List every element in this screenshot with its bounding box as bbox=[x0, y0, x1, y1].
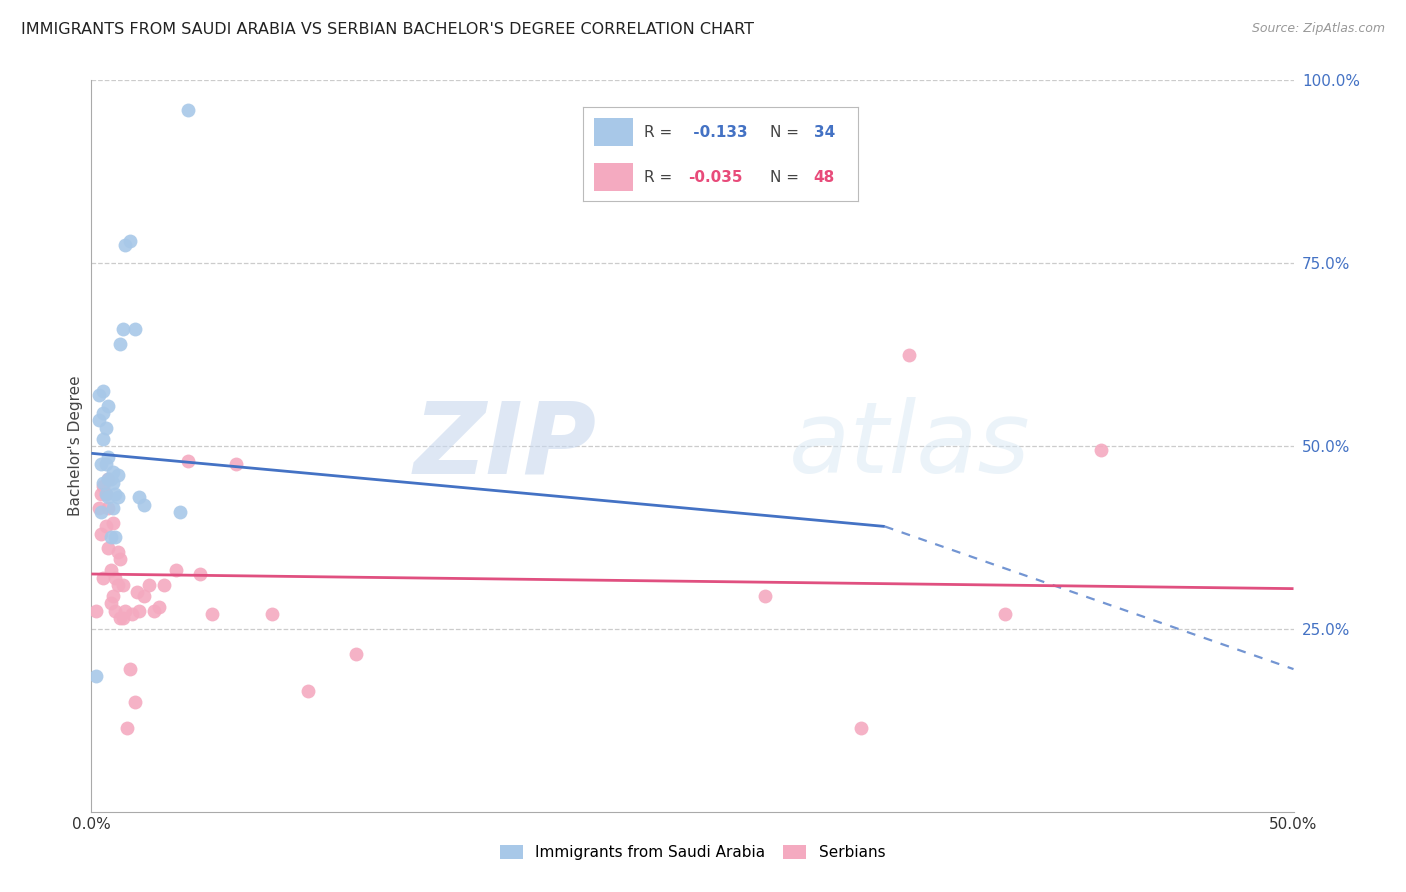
Point bbox=[100, 563, 122, 577]
Text: N =: N = bbox=[770, 169, 804, 185]
Point bbox=[225, 458, 247, 472]
Point bbox=[142, 603, 165, 617]
Point bbox=[100, 530, 122, 544]
Y-axis label: Bachelor's Degree: Bachelor's Degree bbox=[67, 376, 83, 516]
Point bbox=[90, 486, 112, 500]
Point bbox=[84, 669, 107, 683]
Point bbox=[104, 486, 127, 500]
Point bbox=[104, 530, 127, 544]
Point bbox=[87, 501, 110, 516]
Point bbox=[297, 684, 319, 698]
Point bbox=[134, 498, 156, 512]
Point bbox=[107, 545, 129, 559]
Point bbox=[169, 505, 191, 519]
Point bbox=[110, 336, 132, 351]
Point bbox=[93, 571, 115, 585]
Bar bbox=[595, 119, 633, 146]
Point bbox=[111, 578, 134, 592]
Point bbox=[125, 585, 148, 599]
Point bbox=[97, 399, 120, 413]
Text: IMMIGRANTS FROM SAUDI ARABIA VS SERBIAN BACHELOR'S DEGREE CORRELATION CHART: IMMIGRANTS FROM SAUDI ARABIA VS SERBIAN … bbox=[21, 22, 754, 37]
Point bbox=[90, 526, 112, 541]
Point bbox=[94, 421, 117, 435]
Point bbox=[138, 578, 160, 592]
Point bbox=[101, 475, 124, 490]
Point bbox=[93, 475, 115, 490]
Point bbox=[114, 238, 136, 252]
Point bbox=[90, 505, 112, 519]
Point bbox=[754, 589, 776, 603]
Point bbox=[104, 603, 127, 617]
Point bbox=[90, 458, 112, 472]
Point bbox=[260, 607, 283, 622]
Point bbox=[201, 607, 224, 622]
Point bbox=[148, 599, 170, 614]
Point bbox=[121, 607, 143, 622]
Point bbox=[118, 662, 141, 676]
Text: 34: 34 bbox=[814, 125, 835, 140]
Point bbox=[110, 552, 132, 566]
Point bbox=[94, 486, 117, 500]
Text: N =: N = bbox=[770, 125, 804, 140]
Text: -0.035: -0.035 bbox=[688, 169, 742, 185]
Point bbox=[344, 648, 367, 662]
Point bbox=[118, 234, 141, 248]
Point bbox=[124, 695, 146, 709]
Point bbox=[97, 490, 120, 504]
Point bbox=[117, 721, 139, 735]
Point bbox=[100, 472, 122, 486]
Point bbox=[97, 472, 120, 486]
Point bbox=[100, 596, 122, 610]
Point bbox=[107, 468, 129, 483]
Point bbox=[124, 322, 146, 336]
Point bbox=[97, 450, 120, 464]
Text: atlas: atlas bbox=[789, 398, 1031, 494]
Point bbox=[134, 589, 156, 603]
Text: -0.133: -0.133 bbox=[688, 125, 748, 140]
Point bbox=[111, 611, 134, 625]
Text: R =: R = bbox=[644, 169, 676, 185]
Point bbox=[128, 490, 150, 504]
Point bbox=[107, 578, 129, 592]
Point bbox=[93, 406, 115, 420]
Point bbox=[104, 571, 127, 585]
Point bbox=[87, 388, 110, 402]
Text: Source: ZipAtlas.com: Source: ZipAtlas.com bbox=[1251, 22, 1385, 36]
Point bbox=[93, 384, 115, 399]
Point bbox=[176, 453, 198, 467]
Point bbox=[165, 563, 187, 577]
Text: R =: R = bbox=[644, 125, 676, 140]
Point bbox=[849, 721, 872, 735]
Point bbox=[114, 603, 136, 617]
Point bbox=[101, 589, 124, 603]
Bar bbox=[595, 163, 633, 191]
Point bbox=[101, 501, 124, 516]
Point bbox=[94, 519, 117, 533]
Text: ZIP: ZIP bbox=[413, 398, 596, 494]
Point bbox=[94, 486, 117, 500]
Point bbox=[994, 607, 1017, 622]
Point bbox=[110, 611, 132, 625]
Point bbox=[94, 458, 117, 472]
Point bbox=[128, 603, 150, 617]
Point bbox=[152, 578, 174, 592]
Point bbox=[101, 465, 124, 479]
Point bbox=[97, 472, 120, 486]
Text: 48: 48 bbox=[814, 169, 835, 185]
Legend: Immigrants from Saudi Arabia, Serbians: Immigrants from Saudi Arabia, Serbians bbox=[494, 838, 891, 866]
Point bbox=[101, 516, 124, 530]
Point bbox=[97, 501, 120, 516]
Point bbox=[84, 603, 107, 617]
Point bbox=[93, 479, 115, 493]
Point bbox=[87, 413, 110, 427]
Point bbox=[93, 432, 115, 446]
Point bbox=[188, 567, 211, 582]
Point bbox=[176, 103, 198, 117]
Point bbox=[111, 322, 134, 336]
Point bbox=[97, 541, 120, 556]
Point bbox=[1090, 442, 1112, 457]
Point bbox=[107, 490, 129, 504]
Point bbox=[897, 348, 920, 362]
